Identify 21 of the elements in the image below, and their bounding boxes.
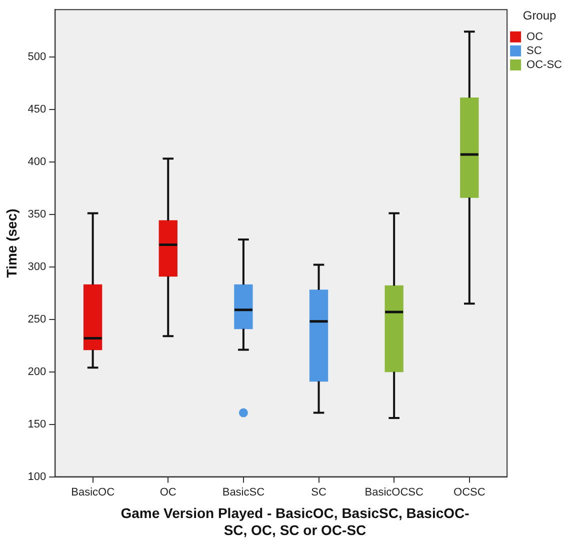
y-axis-title: Time (sec)	[3, 208, 20, 278]
y-tick-label: 400	[28, 156, 46, 168]
legend-title: Group	[522, 8, 557, 22]
y-tick-label: 200	[28, 366, 46, 378]
x-tick-label: BasicOC	[71, 486, 115, 498]
x-tick-label: OCSC	[454, 486, 486, 498]
legend-label: OC-SC	[526, 58, 562, 71]
y-tick-label: 300	[28, 260, 46, 273]
x-tick-label: BasicOCSC	[364, 486, 424, 498]
legend-label: OC	[526, 30, 544, 43]
legend-label: SC	[526, 44, 542, 57]
y-tick-label: 250	[28, 313, 46, 326]
y-tick-label: 500	[28, 50, 46, 63]
x-tick-label: OC	[160, 486, 176, 498]
x-axis-title: Game Version Played - BasicOC, BasicSC, BasicOC-SC, OC, SC or OC-SC	[120, 505, 470, 539]
x-tick-label: SC	[311, 486, 326, 498]
y-tick-label: 350	[28, 208, 46, 220]
y-tick-label: 450	[28, 103, 46, 116]
x-tick-label: BasicSC	[222, 486, 265, 498]
y-tick-label: 100	[28, 470, 46, 483]
y-tick-label: 150	[28, 418, 46, 430]
